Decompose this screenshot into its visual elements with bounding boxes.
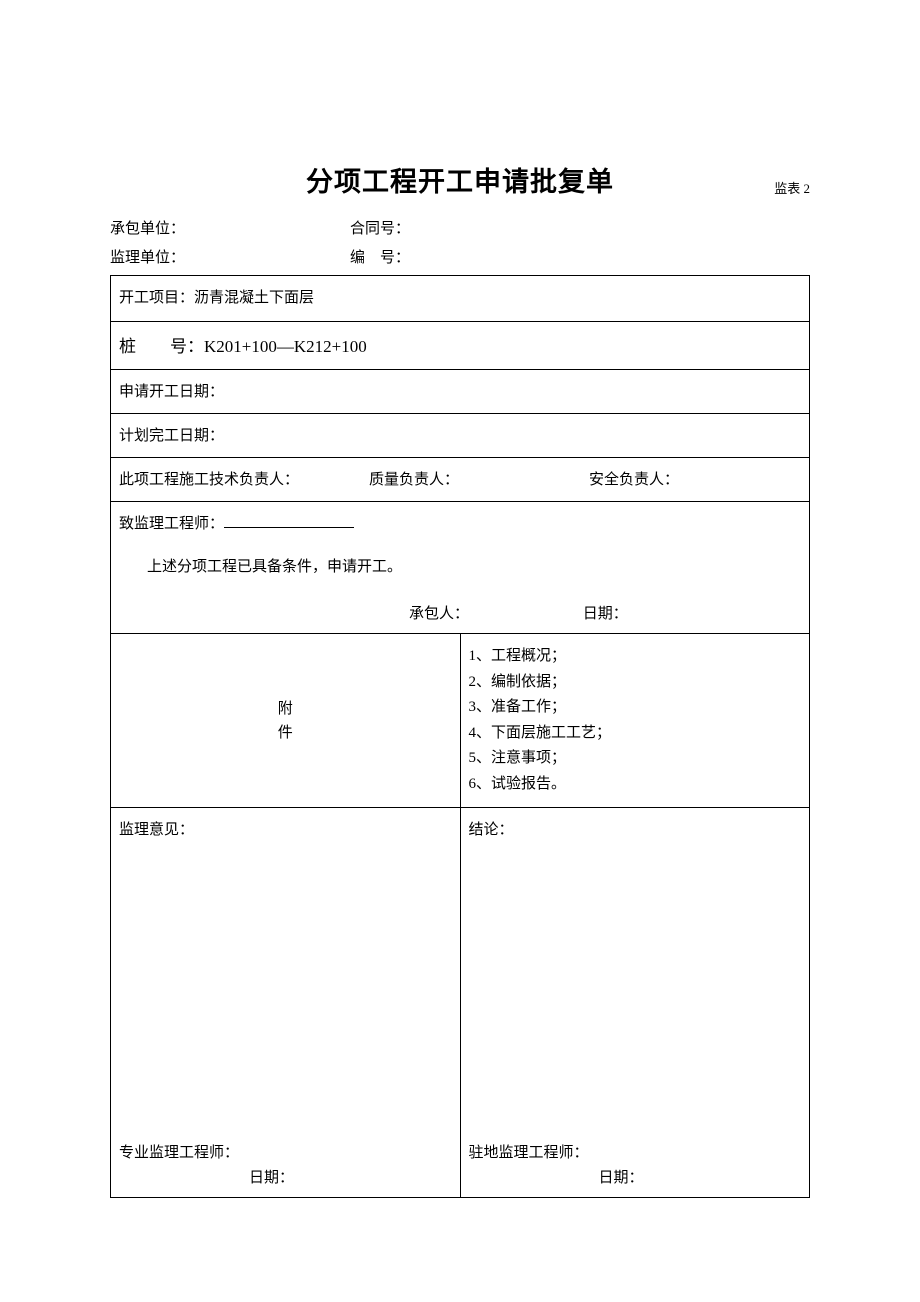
form-code: 监表 2 — [774, 178, 810, 197]
title-row: 分项工程开工申请批复单 监表 2 — [110, 160, 810, 199]
contractor-sig-label: 承包人： — [409, 602, 579, 623]
project-value: 沥青混凝土下面层 — [194, 290, 314, 306]
supervision-opinion-label: 监理意见： — [119, 818, 452, 839]
meta-row-2: 监理单位： 编 号： — [110, 246, 810, 267]
form-table: 开工项目：沥青混凝土下面层 桩 号：K201+100—K212+100 申请开工… — [110, 275, 810, 1198]
to-engineer-label: 致监理工程师： — [119, 516, 224, 532]
quality-resp-label: 质量负责人： — [369, 468, 589, 489]
opinion-date-left: 日期： — [119, 1166, 452, 1187]
row-plan-date: 计划完工日期： — [111, 414, 810, 458]
attach-item: 6、试验报告。 — [469, 772, 802, 798]
attach-item: 4、下面层施工工艺； — [469, 721, 802, 747]
plan-date-label: 计划完工日期： — [111, 414, 810, 458]
attach-header: 附件 — [111, 634, 461, 808]
project-label: 开工项目： — [119, 290, 194, 306]
engineer-blank-line — [224, 513, 354, 528]
row-project: 开工项目：沥青混凝土下面层 — [111, 276, 810, 322]
pro-engineer-label: 专业监理工程师： — [119, 1141, 452, 1162]
request-date-label: 日期： — [583, 606, 628, 622]
resident-engineer-label: 驻地监理工程师： — [469, 1141, 802, 1162]
serial-no-label: 编 号： — [350, 246, 410, 267]
attach-list: 1、工程概况； 2、编制依据； 3、准备工作； 4、下面层施工工艺； 5、注意事… — [460, 634, 810, 808]
meta-row-1: 承包单位： 合同号： — [110, 217, 810, 238]
safety-resp-label: 安全负责人： — [589, 468, 679, 489]
supervisor-label: 监理单位： — [110, 246, 350, 267]
pile-value: K201+100—K212+100 — [204, 337, 367, 356]
row-responsible: 此项工程施工技术负责人： 质量负责人： 安全负责人： — [111, 458, 810, 502]
opinion-date-right: 日期： — [469, 1166, 802, 1187]
row-attachments: 附件 1、工程概况； 2、编制依据； 3、准备工作； 4、下面层施工工艺； 5、… — [111, 634, 810, 808]
pile-label: 桩 号： — [119, 337, 204, 356]
contract-no-label: 合同号： — [350, 217, 410, 238]
attach-item: 3、准备工作； — [469, 695, 802, 721]
page-title: 分项工程开工申请批复单 — [110, 160, 810, 199]
row-opinion: 监理意见： 专业监理工程师： 日期： 结论： 驻地监理工程师： 日期： — [111, 808, 810, 1198]
attach-item: 1、工程概况； — [469, 644, 802, 670]
attach-item: 5、注意事项； — [469, 746, 802, 772]
row-pile: 桩 号：K201+100—K212+100 — [111, 322, 810, 370]
request-body: 上述分项工程已具备条件，申请开工。 — [119, 555, 801, 576]
form-page: 分项工程开工申请批复单 监表 2 承包单位： 合同号： 监理单位： 编 号： 开… — [110, 160, 810, 1198]
contractor-label: 承包单位： — [110, 217, 350, 238]
row-apply-date: 申请开工日期： — [111, 370, 810, 414]
tech-resp-label: 此项工程施工技术负责人： — [119, 468, 369, 489]
attach-item: 2、编制依据； — [469, 670, 802, 696]
conclusion-label: 结论： — [469, 818, 802, 839]
apply-date-label: 申请开工日期： — [111, 370, 810, 414]
row-request: 致监理工程师： 上述分项工程已具备条件，申请开工。 承包人： 日期： — [111, 502, 810, 634]
